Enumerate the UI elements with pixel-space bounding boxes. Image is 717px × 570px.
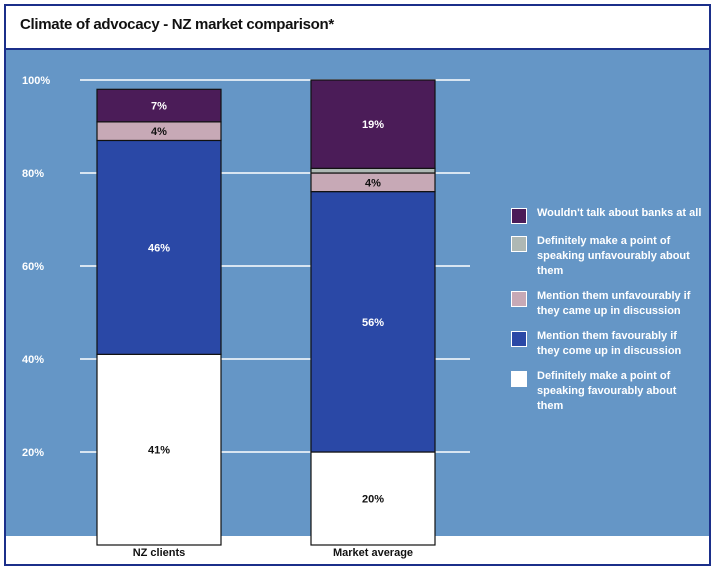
bar-segment xyxy=(96,139,222,355)
legend-label: Definitely make a point of speaking favo… xyxy=(537,370,677,412)
legend-label: Mention them favourably if they come up … xyxy=(537,330,682,357)
chart-title: Climate of advocacy - NZ market comparis… xyxy=(20,16,334,33)
legend-label: Wouldn't talk about banks at all xyxy=(537,207,702,219)
data-label: 56% xyxy=(362,317,384,329)
data-label: 46% xyxy=(148,242,170,254)
legend-swatch xyxy=(511,236,527,252)
y-tick-label: 40% xyxy=(22,354,44,366)
bar-segment xyxy=(310,451,436,546)
legend-item: Mention them unfavourably if they came u… xyxy=(511,289,711,319)
legend-label: Definitely make a point of speaking unfa… xyxy=(537,235,690,277)
category-label: NZ clients xyxy=(133,547,186,559)
legend-item: Definitely make a point of speaking unfa… xyxy=(511,234,711,279)
y-tick-label: 80% xyxy=(22,168,44,180)
title-bar: Climate of advocacy - NZ market comparis… xyxy=(6,6,709,50)
category-label: Market average xyxy=(333,547,413,559)
data-label: 20% xyxy=(362,494,384,506)
bar-segment xyxy=(310,167,436,174)
bar-segment xyxy=(96,353,222,546)
y-tick-label: 100% xyxy=(22,75,50,87)
data-label: 41% xyxy=(148,445,170,457)
legend-label: Mention them unfavourably if they came u… xyxy=(537,290,691,317)
legend-swatch xyxy=(511,331,527,347)
legend: Wouldn't talk about banks at all Definite… xyxy=(511,206,711,424)
legend-item: Mention them favourably if they come up … xyxy=(511,329,711,359)
legend-item: Wouldn't talk about banks at all xyxy=(511,206,711,224)
data-label: 4% xyxy=(151,126,167,138)
data-label: 19% xyxy=(362,119,384,131)
bar-segment xyxy=(310,79,436,169)
legend-item: Definitely make a point of speaking favo… xyxy=(511,369,711,414)
legend-swatch xyxy=(511,291,527,307)
data-label: 7% xyxy=(151,101,167,113)
y-tick-label: 60% xyxy=(22,261,44,273)
data-label: 4% xyxy=(365,177,381,189)
legend-swatch xyxy=(511,371,527,387)
legend-swatch xyxy=(511,208,527,224)
y-tick-label: 20% xyxy=(22,447,44,459)
bar-segment xyxy=(310,191,436,453)
bar-segment xyxy=(96,88,222,123)
